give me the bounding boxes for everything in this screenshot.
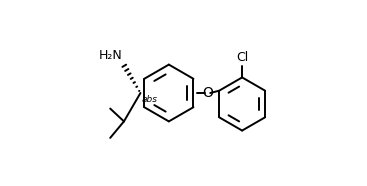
Text: H₂N: H₂N — [98, 49, 122, 62]
Text: Cl: Cl — [236, 51, 248, 64]
Text: O: O — [202, 86, 213, 100]
Text: abs: abs — [141, 95, 157, 104]
